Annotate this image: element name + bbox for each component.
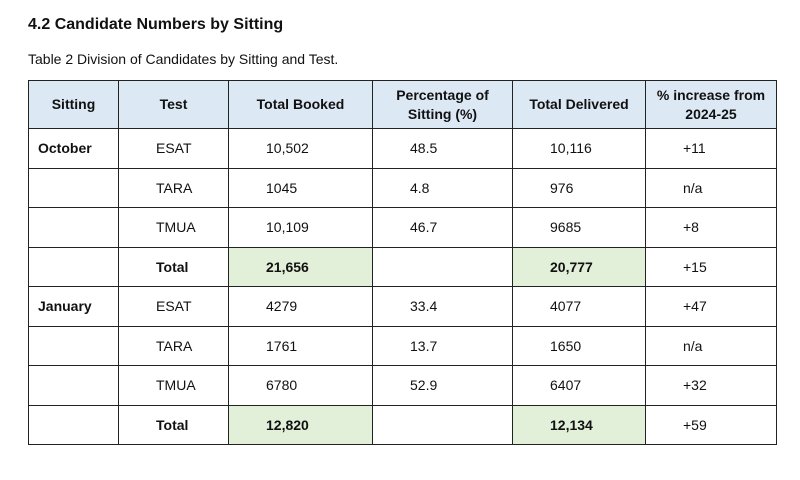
table-cell: +8 <box>645 207 777 248</box>
header-cell: Percentage of Sitting (%) <box>372 80 513 129</box>
table-cell: 10,116 <box>512 128 646 169</box>
header-cell: Test <box>118 80 229 129</box>
table-cell: +32 <box>645 365 777 406</box>
table-cell <box>28 167 119 208</box>
table-cell: Total <box>118 404 229 445</box>
table-cell <box>372 404 513 445</box>
table-cell: ESAT <box>118 128 229 169</box>
table-cell: October <box>28 128 119 169</box>
table-cell: +59 <box>645 404 777 445</box>
table-cell: 1761 <box>228 325 373 366</box>
table-cell <box>372 246 513 287</box>
table-cell: 4279 <box>228 286 373 327</box>
table-cell <box>28 365 119 406</box>
table-cell: 20,777 <box>512 246 646 287</box>
table: Sitting Test Total Booked Percentage of Sit… <box>28 80 777 445</box>
table-cell: 4.8 <box>372 167 513 208</box>
table-cell: 52.9 <box>372 365 513 406</box>
table-cell: 21,656 <box>228 246 373 287</box>
table-cell: +15 <box>645 246 777 287</box>
header-cell: Total Delivered <box>512 80 646 129</box>
table-cell <box>28 207 119 248</box>
header-row: Sitting Test Total Booked Percentage of Sit… <box>28 80 777 129</box>
table-cell: 12,820 <box>228 404 373 445</box>
table-cell: TMUA <box>118 365 229 406</box>
table-cell: ESAT <box>118 286 229 327</box>
table-cell: 976 <box>512 167 646 208</box>
table-cell: 1650 <box>512 325 646 366</box>
table-row: TMUA 6780 52.9 6407 +32 <box>28 365 777 406</box>
table-cell <box>28 404 119 445</box>
table-row: TARA 1045 4.8 976 n/a <box>28 167 777 208</box>
table-cell: +47 <box>645 286 777 327</box>
table-cell: 6407 <box>512 365 646 406</box>
table-cell: 4077 <box>512 286 646 327</box>
table-cell: 10,502 <box>228 128 373 169</box>
caption: Table 2 Division of Candidates by Sittin… <box>28 51 339 67</box>
table-cell: 10,109 <box>228 207 373 248</box>
table-row: Total 21,656 20,777 +15 <box>28 246 777 287</box>
table-cell: January <box>28 286 119 327</box>
table-cell: 46.7 <box>372 207 513 248</box>
table-cell: 33.4 <box>372 286 513 327</box>
header-cell: % increase from 2024-25 <box>645 80 777 129</box>
header-cell: Sitting <box>28 80 119 129</box>
table-cell: 12,134 <box>512 404 646 445</box>
header-cell: Total Booked <box>228 80 373 129</box>
table-cell: 9685 <box>512 207 646 248</box>
table-cell: TARA <box>118 167 229 208</box>
table-row: TMUA 10,109 46.7 9685 +8 <box>28 207 777 248</box>
table-cell <box>28 325 119 366</box>
table-cell: 13.7 <box>372 325 513 366</box>
table-cell: n/a <box>645 167 777 208</box>
table-row: TARA 1761 13.7 1650 n/a <box>28 325 777 366</box>
table-cell <box>28 246 119 287</box>
table-cell: +11 <box>645 128 777 169</box>
table-cell: n/a <box>645 325 777 366</box>
table-row: October ESAT 10,502 48.5 10,116 +11 <box>28 128 777 169</box>
heading: 4.2 Candidate Numbers by Sitting <box>28 16 284 33</box>
table-row: January ESAT 4279 33.4 4077 +47 <box>28 286 777 327</box>
table-cell: 6780 <box>228 365 373 406</box>
table-cell: 1045 <box>228 167 373 208</box>
table-row: Total 12,820 12,134 +59 <box>28 404 777 445</box>
table-cell: Total <box>118 246 229 287</box>
table-cell: TARA <box>118 325 229 366</box>
table-cell: 48.5 <box>372 128 513 169</box>
table-cell: TMUA <box>118 207 229 248</box>
